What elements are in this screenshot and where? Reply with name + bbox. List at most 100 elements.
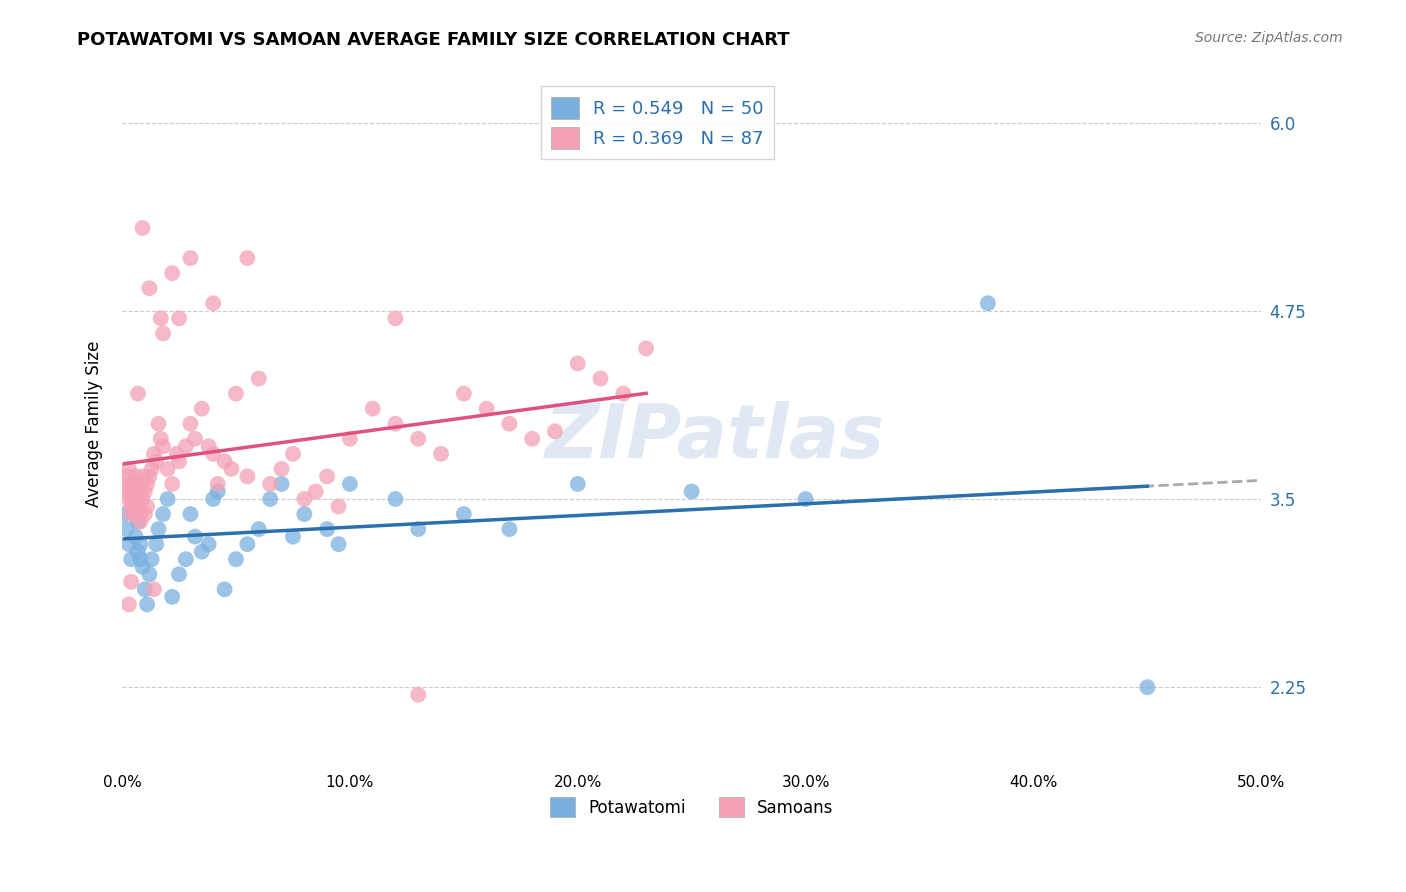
Point bbox=[138, 567, 160, 582]
Point bbox=[522, 432, 544, 446]
Point bbox=[197, 537, 219, 551]
Point bbox=[145, 537, 167, 551]
Point bbox=[316, 469, 339, 483]
Point bbox=[129, 477, 152, 491]
Point bbox=[122, 500, 145, 514]
Point bbox=[112, 507, 135, 521]
Point bbox=[179, 417, 201, 431]
Point bbox=[384, 417, 406, 431]
Point bbox=[125, 484, 148, 499]
Point bbox=[138, 281, 160, 295]
Point bbox=[127, 515, 149, 529]
Point bbox=[152, 326, 174, 341]
Point bbox=[184, 530, 207, 544]
Point bbox=[270, 462, 292, 476]
Point bbox=[191, 401, 214, 416]
Text: ZIPatlas: ZIPatlas bbox=[544, 401, 884, 474]
Point bbox=[136, 598, 159, 612]
Point bbox=[316, 522, 339, 536]
Point bbox=[225, 552, 247, 566]
Point bbox=[125, 500, 148, 514]
Point bbox=[129, 515, 152, 529]
Point bbox=[118, 462, 141, 476]
Point bbox=[142, 582, 165, 597]
Point bbox=[339, 477, 361, 491]
Text: Source: ZipAtlas.com: Source: ZipAtlas.com bbox=[1195, 31, 1343, 45]
Point bbox=[270, 477, 292, 491]
Point bbox=[166, 447, 188, 461]
Point bbox=[160, 266, 183, 280]
Point bbox=[184, 432, 207, 446]
Point bbox=[589, 371, 612, 385]
Point bbox=[361, 401, 384, 416]
Point bbox=[141, 462, 163, 476]
Point bbox=[384, 311, 406, 326]
Point bbox=[125, 530, 148, 544]
Point bbox=[794, 491, 817, 506]
Point bbox=[236, 251, 259, 265]
Point bbox=[115, 484, 138, 499]
Point bbox=[498, 522, 520, 536]
Point bbox=[202, 296, 225, 310]
Point bbox=[339, 432, 361, 446]
Point bbox=[131, 221, 153, 235]
Point bbox=[120, 574, 142, 589]
Point bbox=[384, 491, 406, 506]
Point bbox=[202, 447, 225, 461]
Point bbox=[127, 544, 149, 558]
Point bbox=[112, 477, 135, 491]
Point bbox=[122, 477, 145, 491]
Point bbox=[636, 342, 658, 356]
Point bbox=[131, 491, 153, 506]
Y-axis label: Average Family Size: Average Family Size bbox=[86, 341, 103, 507]
Point bbox=[131, 469, 153, 483]
Point bbox=[120, 484, 142, 499]
Point bbox=[406, 522, 429, 536]
Point bbox=[174, 552, 197, 566]
Point bbox=[122, 477, 145, 491]
Point bbox=[148, 417, 170, 431]
Point bbox=[134, 484, 156, 499]
Point bbox=[145, 454, 167, 468]
Point bbox=[167, 311, 190, 326]
Point bbox=[129, 552, 152, 566]
Point bbox=[453, 507, 475, 521]
Point bbox=[681, 484, 703, 499]
Point bbox=[156, 462, 179, 476]
Point bbox=[167, 454, 190, 468]
Point bbox=[179, 251, 201, 265]
Point bbox=[236, 469, 259, 483]
Point bbox=[129, 484, 152, 499]
Point bbox=[152, 507, 174, 521]
Point bbox=[142, 447, 165, 461]
Point bbox=[498, 417, 520, 431]
Point bbox=[136, 500, 159, 514]
Legend: Potawatomi, Samoans: Potawatomi, Samoans bbox=[543, 790, 841, 824]
Point bbox=[406, 432, 429, 446]
Point bbox=[292, 491, 315, 506]
Point bbox=[214, 454, 236, 468]
Point bbox=[544, 424, 567, 438]
Point bbox=[214, 582, 236, 597]
Point bbox=[328, 500, 350, 514]
Point bbox=[152, 439, 174, 453]
Point bbox=[305, 484, 328, 499]
Point bbox=[977, 296, 1000, 310]
Point bbox=[120, 500, 142, 514]
Point bbox=[191, 544, 214, 558]
Point bbox=[120, 552, 142, 566]
Point bbox=[225, 386, 247, 401]
Point bbox=[136, 477, 159, 491]
Point bbox=[207, 484, 229, 499]
Point bbox=[141, 552, 163, 566]
Point bbox=[197, 439, 219, 453]
Text: POTAWATOMI VS SAMOAN AVERAGE FAMILY SIZE CORRELATION CHART: POTAWATOMI VS SAMOAN AVERAGE FAMILY SIZE… bbox=[77, 31, 790, 49]
Point bbox=[122, 491, 145, 506]
Point bbox=[567, 477, 589, 491]
Point bbox=[167, 567, 190, 582]
Point bbox=[292, 507, 315, 521]
Point bbox=[115, 522, 138, 536]
Point bbox=[125, 507, 148, 521]
Point bbox=[118, 491, 141, 506]
Point bbox=[567, 357, 589, 371]
